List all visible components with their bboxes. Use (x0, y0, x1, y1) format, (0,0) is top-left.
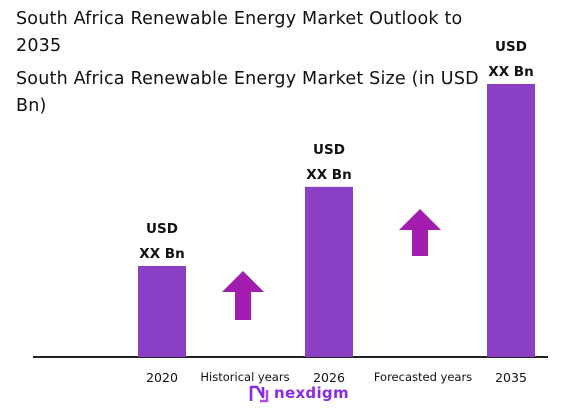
x-tick-label-2026: 2026 (313, 370, 345, 385)
chart-subtitle: South Africa Renewable Energy Market Siz… (16, 69, 479, 116)
data-label-2026-1: USD (313, 142, 345, 158)
data-label-2035-1: USD (495, 39, 527, 55)
data-label-2020-1: USD (146, 221, 178, 237)
up-arrow-icon-forecasted (399, 209, 441, 256)
bar-2020 (138, 265, 186, 357)
bar-2035 (487, 83, 535, 357)
x-tick-label-2020: 2020 (146, 370, 178, 385)
data-label-2020-2: XX Bn (139, 246, 184, 262)
data-label-2035-2: XX Bn (488, 64, 533, 80)
data-label-2026-2: XX Bn (306, 167, 351, 183)
up-arrow-icon-historical (222, 271, 264, 320)
nexdigm-logo-icon (249, 385, 269, 403)
bar-2026 (305, 186, 353, 357)
annotation-forecasted: Forecasted years (374, 370, 472, 384)
brand-logo: nexdigm (248, 381, 349, 405)
brand-name: nexdigm (274, 384, 349, 402)
chart-title: South Africa Renewable Energy Market Out… (16, 9, 463, 56)
annotation-historical: Historical years (200, 370, 289, 384)
x-tick-label-2035: 2035 (495, 370, 527, 385)
